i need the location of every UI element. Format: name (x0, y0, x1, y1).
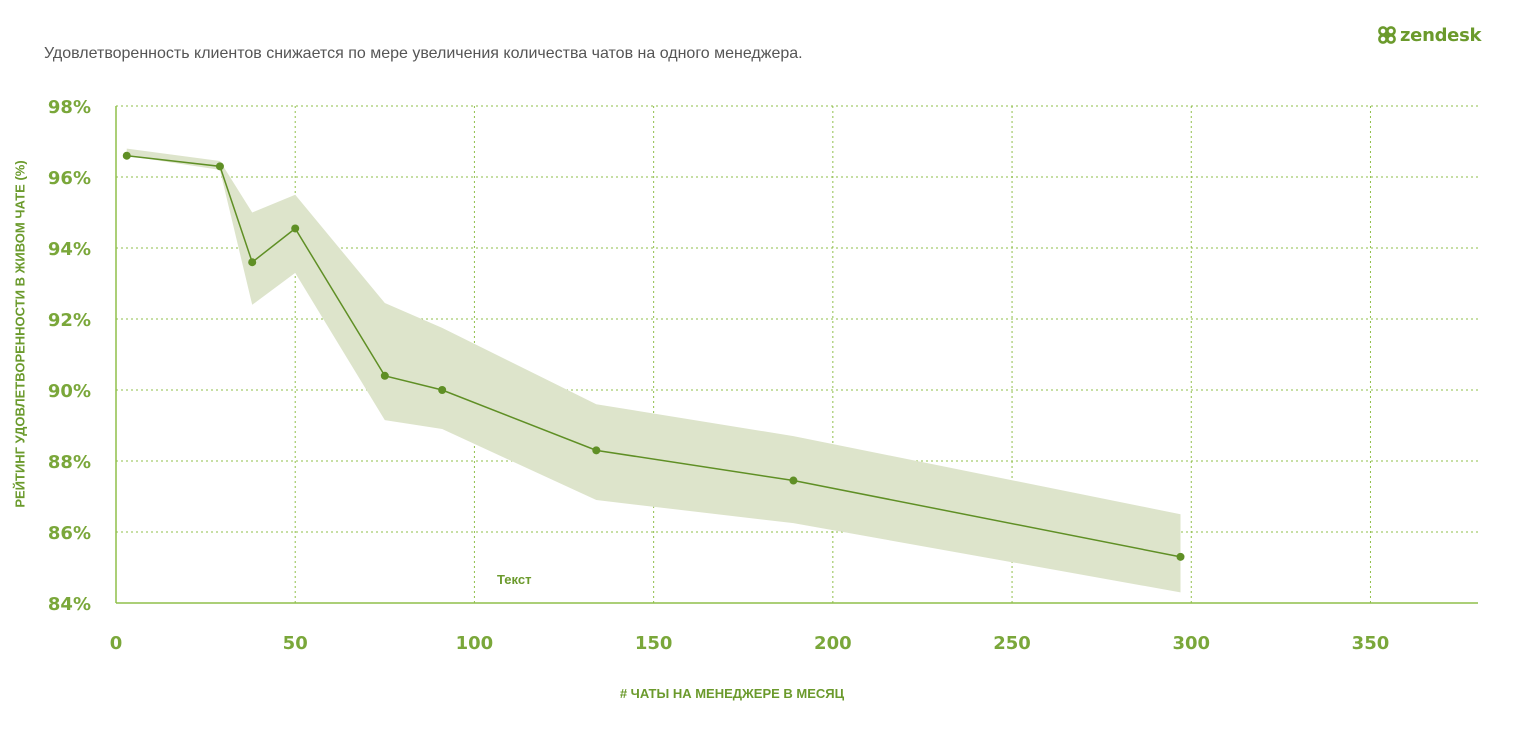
y-tick-label: 92% (48, 310, 91, 331)
x-tick-label: 300 (1172, 633, 1210, 654)
chart-annotation: Текст (497, 572, 532, 587)
data-point (789, 476, 798, 485)
y-axis-label: РЕЙТИНГ УДОВЛЕТВОРЕННОСТИ В ЖИВОМ ЧАТЕ (… (12, 160, 28, 508)
logo-text: zendesk (1400, 24, 1482, 46)
zendesk-logo: zendesk (1376, 22, 1481, 48)
x-tick-label: 350 (1352, 633, 1390, 654)
y-tick-label: 98% (48, 97, 91, 118)
data-point (248, 258, 257, 267)
x-tick-label: 50 (283, 633, 308, 654)
data-point (438, 386, 447, 394)
y-tick-label: 94% (48, 239, 91, 260)
zendesk-flower-icon (1378, 26, 1396, 44)
data-point (1176, 552, 1185, 561)
data-point (592, 446, 601, 455)
confidence-band (126, 148, 1181, 593)
y-tick-label: 96% (48, 168, 91, 189)
y-tick-label: 90% (48, 381, 91, 402)
data-point (215, 162, 224, 171)
data-point (291, 224, 300, 233)
y-tick-label: 86% (48, 523, 91, 544)
y-tick-label: 84% (48, 594, 91, 615)
x-axis-label: # ЧАТЫ НА МЕНЕДЖЕРЕ В МЕСЯЦ (619, 686, 845, 701)
data-point (380, 371, 389, 380)
x-tick-label: 200 (814, 633, 852, 654)
chart-title: Удовлетворенность клиентов снижается по … (44, 45, 803, 62)
x-tick-label: 150 (635, 633, 673, 654)
x-tick-label: 100 (456, 633, 494, 654)
x-tick-label: 0 (110, 633, 123, 654)
y-tick-label: 88% (48, 452, 91, 473)
data-point (122, 151, 131, 160)
x-tick-label: 250 (993, 633, 1031, 654)
